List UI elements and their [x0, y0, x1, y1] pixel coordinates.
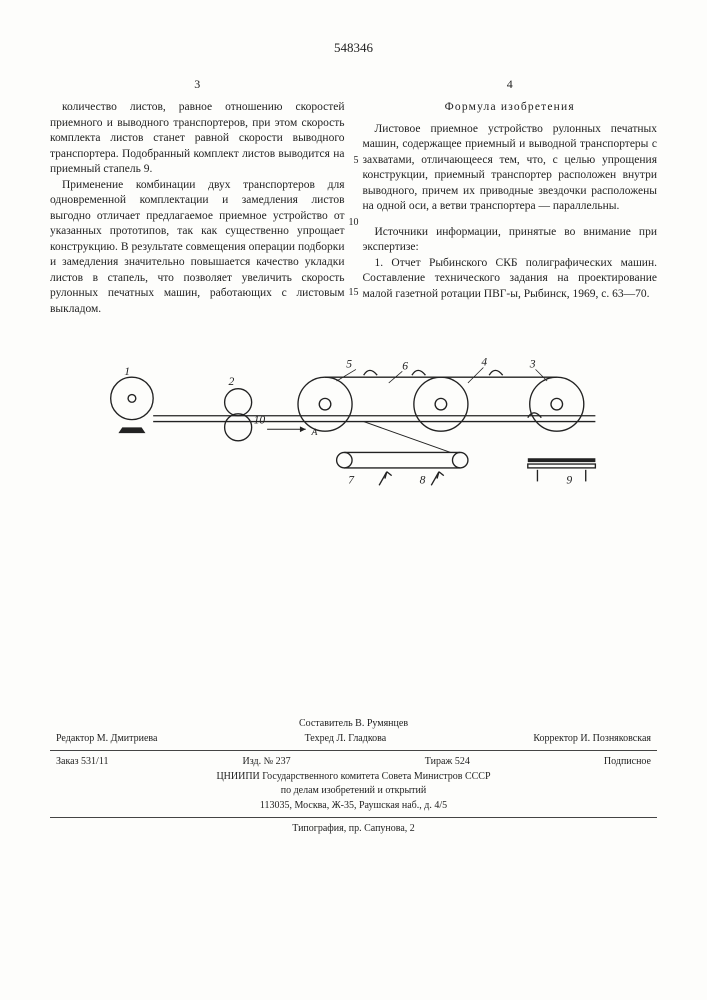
fig-label-9: 9 — [566, 474, 572, 487]
right-column: 4 Формула изобретения Листовое приемное … — [363, 76, 658, 317]
svg-text:A: A — [310, 427, 317, 438]
techred: Техред Л. Гладкова — [305, 732, 387, 747]
editor: Редактор М. Дмитриева — [56, 732, 157, 747]
fig-label-7: 7 — [348, 474, 355, 487]
order-num: Заказ 531/11 — [56, 755, 108, 770]
fig-label-1: 1 — [124, 366, 130, 379]
izd-num: Изд. № 237 — [243, 755, 291, 770]
fig-label-5: 5 — [346, 358, 352, 371]
fig-label-2: 2 — [228, 375, 234, 388]
fig-label-6: 6 — [402, 360, 408, 373]
line-number-5: 5 — [354, 154, 359, 168]
right-col-number: 4 — [363, 76, 658, 92]
left-para-2: Применение комбинации двух транспортеров… — [50, 178, 345, 318]
sign: Подписное — [604, 755, 651, 770]
compiler: Составитель В. Румянцев — [50, 717, 657, 732]
source-1: 1. Отчет Рыбинского СКБ полиграфических … — [363, 256, 658, 303]
fig-label-8: 8 — [419, 474, 425, 487]
left-col-number: 3 — [50, 76, 345, 92]
formula-title: Формула изобретения — [363, 100, 658, 116]
tirazh: Тираж 524 — [425, 755, 470, 770]
corrector: Корректор И. Позняковская — [533, 732, 651, 747]
line-number-15: 15 — [349, 286, 359, 300]
imprint-footer: Составитель В. Румянцев Редактор М. Дмит… — [50, 717, 657, 837]
two-column-body: 3 количество листов, равное отношению ск… — [50, 76, 657, 317]
patent-figure: A 1 2 5 6 4 3 10 7 8 9 — [74, 357, 634, 517]
fig-label-3: 3 — [528, 358, 535, 371]
typography: Типография, пр. Сапунова, 2 — [50, 822, 657, 837]
left-para-1: количество листов, равное отношению скор… — [50, 100, 345, 178]
left-column: 3 количество листов, равное отношению ск… — [50, 76, 345, 317]
line-number-10: 10 — [349, 216, 359, 230]
address: 113035, Москва, Ж-35, Раушская наб., д. … — [50, 799, 657, 814]
fig-label-10: 10 — [253, 414, 265, 427]
fig-label-4: 4 — [481, 357, 487, 369]
sources-title: Источники информации, принятые во вниман… — [363, 225, 658, 256]
org-line-1: ЦНИИПИ Государственного комитета Совета … — [50, 770, 657, 785]
patent-number: 548346 — [50, 40, 657, 56]
org-line-2: по делам изобретений и открытий — [50, 784, 657, 799]
claim-text: Листовое приемное устройство рулонных пе… — [363, 122, 658, 215]
